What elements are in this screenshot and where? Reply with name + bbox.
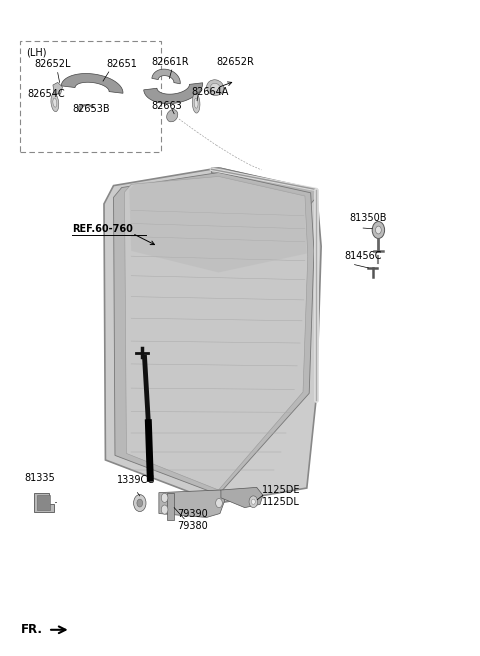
Polygon shape [152,69,180,84]
Polygon shape [37,495,50,510]
Text: 1125DL: 1125DL [263,497,300,506]
Text: 82653B: 82653B [72,104,109,114]
Text: 79380: 79380 [177,521,208,531]
Circle shape [249,496,258,508]
Ellipse shape [167,110,178,122]
Text: REF.60-760: REF.60-760 [72,224,133,234]
Polygon shape [78,104,95,111]
Circle shape [252,499,255,504]
Text: 82652R: 82652R [216,57,254,67]
Ellipse shape [53,98,57,107]
Text: 82654C: 82654C [28,89,65,99]
Polygon shape [221,487,263,508]
Polygon shape [124,176,308,490]
Polygon shape [159,490,225,518]
Ellipse shape [192,94,200,113]
Polygon shape [34,493,54,512]
Text: 82651: 82651 [107,59,137,69]
Polygon shape [144,83,203,104]
Polygon shape [61,73,123,93]
Polygon shape [211,168,316,204]
Circle shape [161,493,168,502]
Text: FR.: FR. [21,623,42,636]
Text: 1125DE: 1125DE [263,485,301,495]
Ellipse shape [210,83,220,92]
Ellipse shape [51,94,59,112]
Circle shape [133,495,146,512]
Circle shape [375,226,381,234]
Text: 82661R: 82661R [152,57,189,67]
Circle shape [216,499,222,508]
Circle shape [372,222,384,239]
Text: 82652L: 82652L [35,59,72,69]
Text: 81456C: 81456C [344,251,382,261]
Text: 81350B: 81350B [350,213,387,223]
Polygon shape [53,83,62,94]
Polygon shape [104,168,321,503]
Text: 82664A: 82664A [192,87,228,96]
Text: 81335: 81335 [24,473,55,483]
Circle shape [161,505,168,514]
Text: 79390: 79390 [177,509,208,519]
Text: (LH): (LH) [26,47,47,57]
Text: 1339CC: 1339CC [117,474,155,485]
Polygon shape [129,174,307,272]
Text: 82663: 82663 [152,101,182,111]
Ellipse shape [194,98,198,108]
Bar [21,41,161,152]
Polygon shape [168,493,174,520]
Polygon shape [114,173,314,495]
Circle shape [137,499,143,507]
Ellipse shape [206,80,224,96]
